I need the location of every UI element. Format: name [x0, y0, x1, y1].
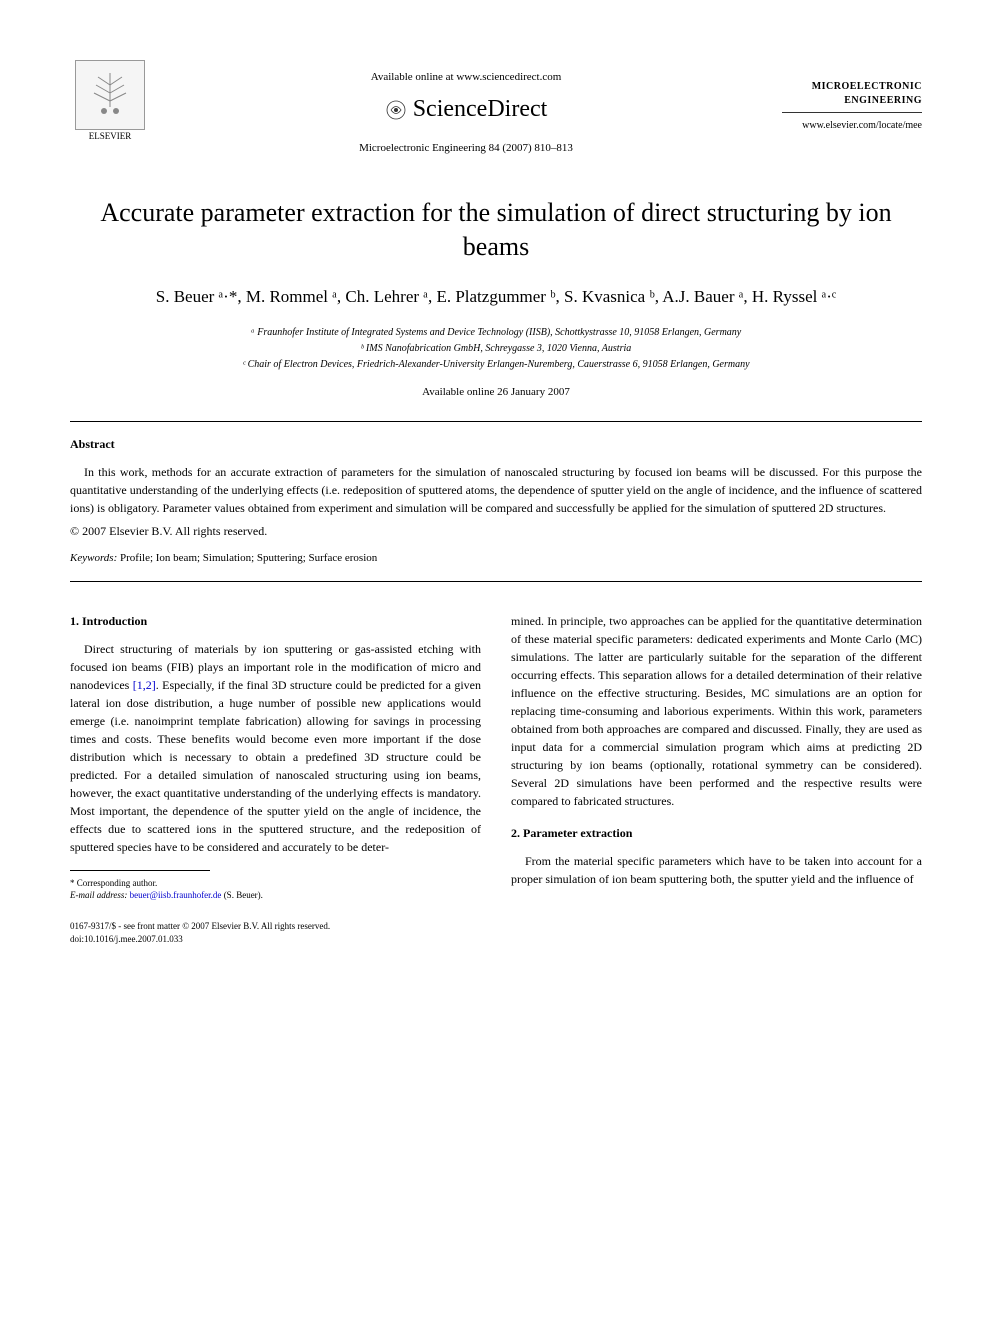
rule-above-abstract [70, 421, 922, 422]
footnote-email: E-mail address: beuer@iisb.fraunhofer.de… [70, 889, 481, 902]
article-title: Accurate parameter extraction for the si… [70, 196, 922, 264]
body-columns: 1. Introduction Direct structuring of ma… [70, 612, 922, 945]
available-online-text: Available online at www.sciencedirect.co… [150, 70, 782, 85]
sciencedirect-text: ScienceDirect [413, 93, 548, 127]
section-1-para-left: Direct structuring of materials by ion s… [70, 640, 481, 856]
section-1-para-right: mined. In principle, two approaches can … [511, 612, 922, 810]
abstract-body: In this work, methods for an accurate ex… [70, 463, 922, 517]
date-available: Available online 26 January 2007 [70, 385, 922, 400]
keywords-list: Profile; Ion beam; Simulation; Sputterin… [120, 552, 377, 564]
rule-below-keywords [70, 581, 922, 582]
abstract-copyright: © 2007 Elsevier B.V. All rights reserved… [70, 523, 922, 540]
elsevier-tree-icon [75, 60, 145, 130]
affiliation-a: ᵃ Fraunhofer Institute of Integrated Sys… [70, 325, 922, 341]
footnote-corresponding: * Corresponding author. [70, 877, 481, 890]
footnote-rule [70, 870, 210, 871]
journal-url: www.elsevier.com/locate/mee [782, 119, 922, 133]
journal-reference: Microelectronic Engineering 84 (2007) 81… [150, 141, 782, 156]
email-author-name: (S. Beuer). [224, 890, 263, 900]
section-2-para: From the material specific parameters wh… [511, 852, 922, 888]
affiliations: ᵃ Fraunhofer Institute of Integrated Sys… [70, 325, 922, 373]
abstract-heading: Abstract [70, 436, 922, 453]
journal-name-line2: ENGINEERING [844, 95, 922, 106]
center-header: Available online at www.sciencedirect.co… [150, 60, 782, 156]
page-header: ELSEVIER Available online at www.science… [70, 60, 922, 156]
authors: S. Beuer ᵃ·*, M. Rommel ᵃ, Ch. Lehrer ᵃ,… [70, 284, 922, 310]
left-column: 1. Introduction Direct structuring of ma… [70, 612, 481, 945]
s1-p1-post: . Especially, if the final 3D structure … [70, 678, 481, 854]
footer-info: 0167-9317/$ - see front matter © 2007 El… [70, 920, 481, 945]
email-label: E-mail address: [70, 890, 127, 900]
sciencedirect-logo: ScienceDirect [150, 93, 782, 127]
journal-name-line1: MICROELECTRONIC [812, 81, 922, 92]
footer-line1: 0167-9317/$ - see front matter © 2007 El… [70, 920, 481, 933]
right-column: mined. In principle, two approaches can … [511, 612, 922, 945]
journal-name: MICROELECTRONIC ENGINEERING [782, 80, 922, 113]
affiliation-c: ᶜ Chair of Electron Devices, Friedrich-A… [70, 357, 922, 373]
keywords-label: Keywords: [70, 552, 117, 564]
elsevier-logo: ELSEVIER [70, 60, 150, 150]
section-2-heading: 2. Parameter extraction [511, 824, 922, 842]
section-1-heading: 1. Introduction [70, 612, 481, 630]
sciencedirect-icon [385, 99, 407, 121]
elsevier-text: ELSEVIER [89, 130, 132, 143]
email-link[interactable]: beuer@iisb.fraunhofer.de [130, 890, 222, 900]
keywords: Keywords: Profile; Ion beam; Simulation;… [70, 551, 922, 566]
affiliation-b: ᵇ IMS Nanofabrication GmbH, Schreygasse … [70, 341, 922, 357]
footer-line2: doi:10.1016/j.mee.2007.01.033 [70, 933, 481, 946]
right-header: MICROELECTRONIC ENGINEERING www.elsevier… [782, 60, 922, 133]
ref-link-1-2[interactable]: [1,2] [133, 678, 156, 692]
